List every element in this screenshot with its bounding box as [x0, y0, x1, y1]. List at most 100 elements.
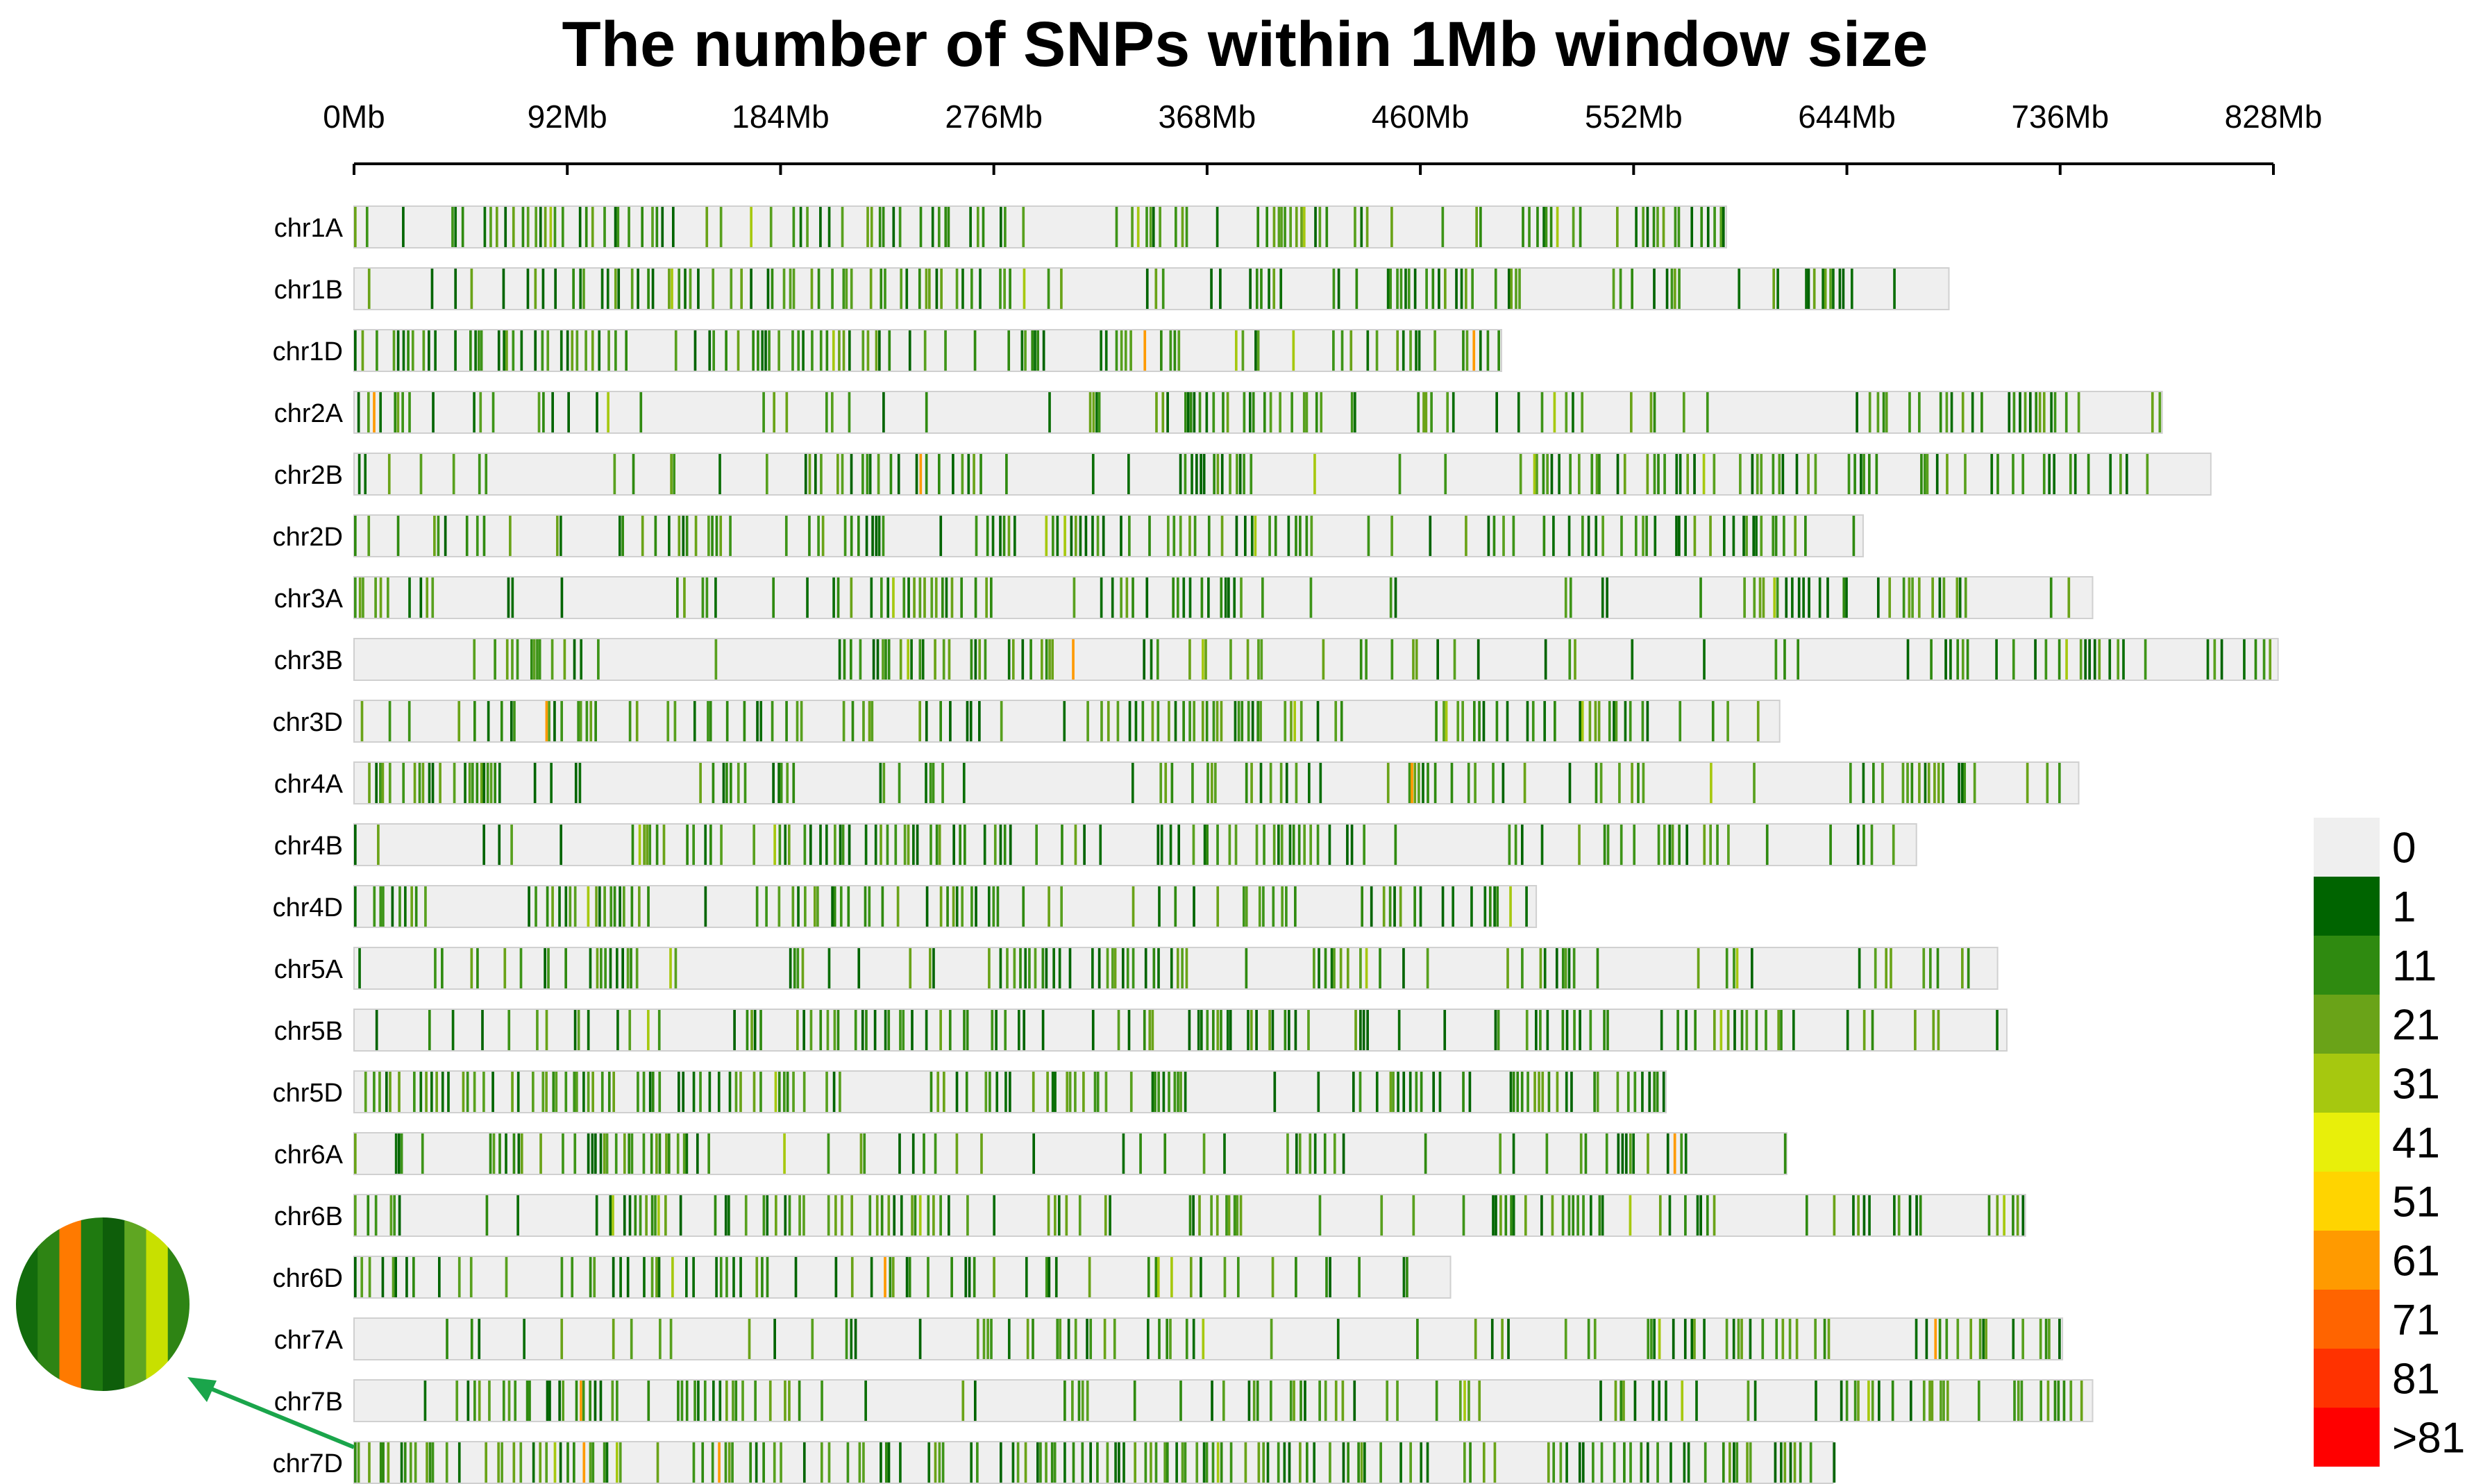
- snp-window-stripe: [1256, 1381, 1259, 1421]
- snp-window-stripe: [1973, 763, 1976, 803]
- snp-window-stripe: [487, 701, 490, 741]
- snp-window-stripe: [938, 1442, 941, 1483]
- snp-window-stripe: [535, 886, 537, 927]
- snp-window-stripe: [654, 1195, 657, 1236]
- snp-window-stripe: [1045, 639, 1048, 680]
- snp-window-stripe: [1223, 1257, 1227, 1297]
- snp-window-stripe: [1654, 516, 1657, 556]
- inset-stripe: [167, 1217, 190, 1391]
- snp-window-stripe: [1213, 454, 1215, 494]
- chromosome-bar: [353, 1317, 2064, 1360]
- snp-window-stripe: [1259, 763, 1263, 803]
- snp-window-stripe: [382, 886, 385, 927]
- snp-window-stripe: [1086, 701, 1089, 741]
- snp-window-stripe: [473, 701, 476, 741]
- snp-window-stripe: [1829, 825, 1832, 865]
- snp-window-stripe: [719, 1257, 723, 1297]
- snp-window-stripe: [743, 701, 746, 741]
- snp-window-stripe: [1980, 392, 1983, 432]
- snp-window-stripe: [451, 1010, 455, 1050]
- snp-window-stripe: [718, 454, 721, 494]
- snp-window-stripe: [546, 330, 550, 371]
- snp-window-stripe: [1357, 1442, 1360, 1483]
- snp-window-stripe: [1170, 948, 1173, 988]
- snp-window-stripe: [1862, 825, 1865, 865]
- snp-window-stripe: [995, 1010, 998, 1050]
- snp-window-stripe: [1737, 1319, 1740, 1359]
- snp-window-stripe: [893, 1195, 896, 1236]
- snp-window-stripe: [1265, 207, 1268, 247]
- snp-window-stripe: [1444, 454, 1447, 494]
- snp-window-stripe: [612, 1319, 615, 1359]
- snp-window-stripe: [1422, 763, 1424, 803]
- snp-window-stripe: [479, 392, 482, 432]
- snp-window-stripe: [1185, 1319, 1188, 1359]
- snp-window-stripe: [553, 701, 556, 741]
- snp-window-stripe: [1512, 1072, 1515, 1112]
- snp-window-stripe: [1079, 516, 1082, 556]
- snp-window-stripe: [1683, 1319, 1687, 1359]
- snp-window-stripe: [1186, 392, 1190, 432]
- snp-window-stripe: [1747, 1381, 1750, 1421]
- snp-window-stripe: [1593, 1072, 1596, 1112]
- snp-window-stripe: [1220, 1010, 1222, 1050]
- snp-window-stripe: [907, 825, 910, 865]
- snp-window-stripe: [1733, 1010, 1736, 1050]
- snp-window-stripe: [1473, 701, 1476, 741]
- snp-window-stripe: [993, 825, 997, 865]
- snp-window-stripe: [495, 207, 498, 247]
- snp-window-stripe: [1166, 1442, 1169, 1483]
- snp-window-stripe: [1665, 269, 1669, 309]
- snp-window-stripe: [421, 763, 425, 803]
- snp-window-stripe: [2269, 639, 2272, 680]
- snp-window-stripe: [589, 1257, 592, 1297]
- snp-window-stripe: [1772, 269, 1776, 309]
- snp-window-stripe: [1202, 1442, 1206, 1483]
- snp-window-stripe: [918, 577, 922, 618]
- snp-window-stripe: [1042, 330, 1045, 371]
- snp-window-stripe: [1462, 1072, 1465, 1112]
- snp-window-stripe: [1100, 577, 1103, 618]
- snp-window-stripe: [1494, 1010, 1497, 1050]
- snp-window-stripe: [918, 1195, 922, 1236]
- snp-window-stripe: [1072, 639, 1075, 680]
- snp-window-stripe: [1241, 330, 1245, 371]
- snp-window-stripe: [963, 1010, 966, 1050]
- snp-window-stripe: [520, 330, 523, 371]
- snp-window-stripe: [905, 269, 909, 309]
- snp-window-stripe: [389, 1072, 392, 1112]
- snp-window-stripe: [1599, 763, 1603, 803]
- snp-window-stripe: [1229, 454, 1231, 494]
- snp-window-stripe: [1633, 1381, 1637, 1421]
- snp-window-stripe: [1551, 1195, 1554, 1236]
- snp-window-stripe: [762, 1442, 765, 1483]
- snp-window-stripe: [935, 825, 939, 865]
- snp-window-stripe: [560, 330, 563, 371]
- snp-window-stripe: [1598, 1195, 1601, 1236]
- snp-window-stripe: [473, 639, 476, 680]
- snp-window-stripe: [1426, 948, 1429, 988]
- snp-window-stripe: [512, 330, 515, 371]
- snp-window-stripe: [616, 1442, 619, 1483]
- snp-window-stripe: [1918, 392, 1921, 432]
- snp-window-stripe: [749, 1442, 752, 1483]
- snp-window-stripe: [1876, 392, 1880, 432]
- snp-window-stripe: [1324, 1381, 1327, 1421]
- snp-window-stripe: [589, 701, 593, 741]
- snp-window-stripe: [750, 207, 752, 247]
- snp-window-stripe: [939, 1010, 942, 1050]
- snp-window-stripe: [1492, 1195, 1495, 1236]
- snp-window-stripe: [1316, 825, 1320, 865]
- snp-window-stripe: [882, 763, 886, 803]
- snp-window-stripe: [1179, 516, 1182, 556]
- snp-window-stripe: [999, 1442, 1002, 1483]
- snp-window-stripe: [1091, 948, 1094, 988]
- snp-window-stripe: [1028, 948, 1031, 988]
- snp-window-stripe: [379, 1442, 382, 1483]
- snp-window-stripe: [845, 1319, 848, 1359]
- snp-window-stripe: [1564, 1319, 1567, 1359]
- snp-window-stripe: [980, 1133, 983, 1174]
- snp-window-stripe: [859, 639, 862, 680]
- snp-window-stripe: [1908, 1195, 1912, 1236]
- snp-window-stripe: [1495, 701, 1499, 741]
